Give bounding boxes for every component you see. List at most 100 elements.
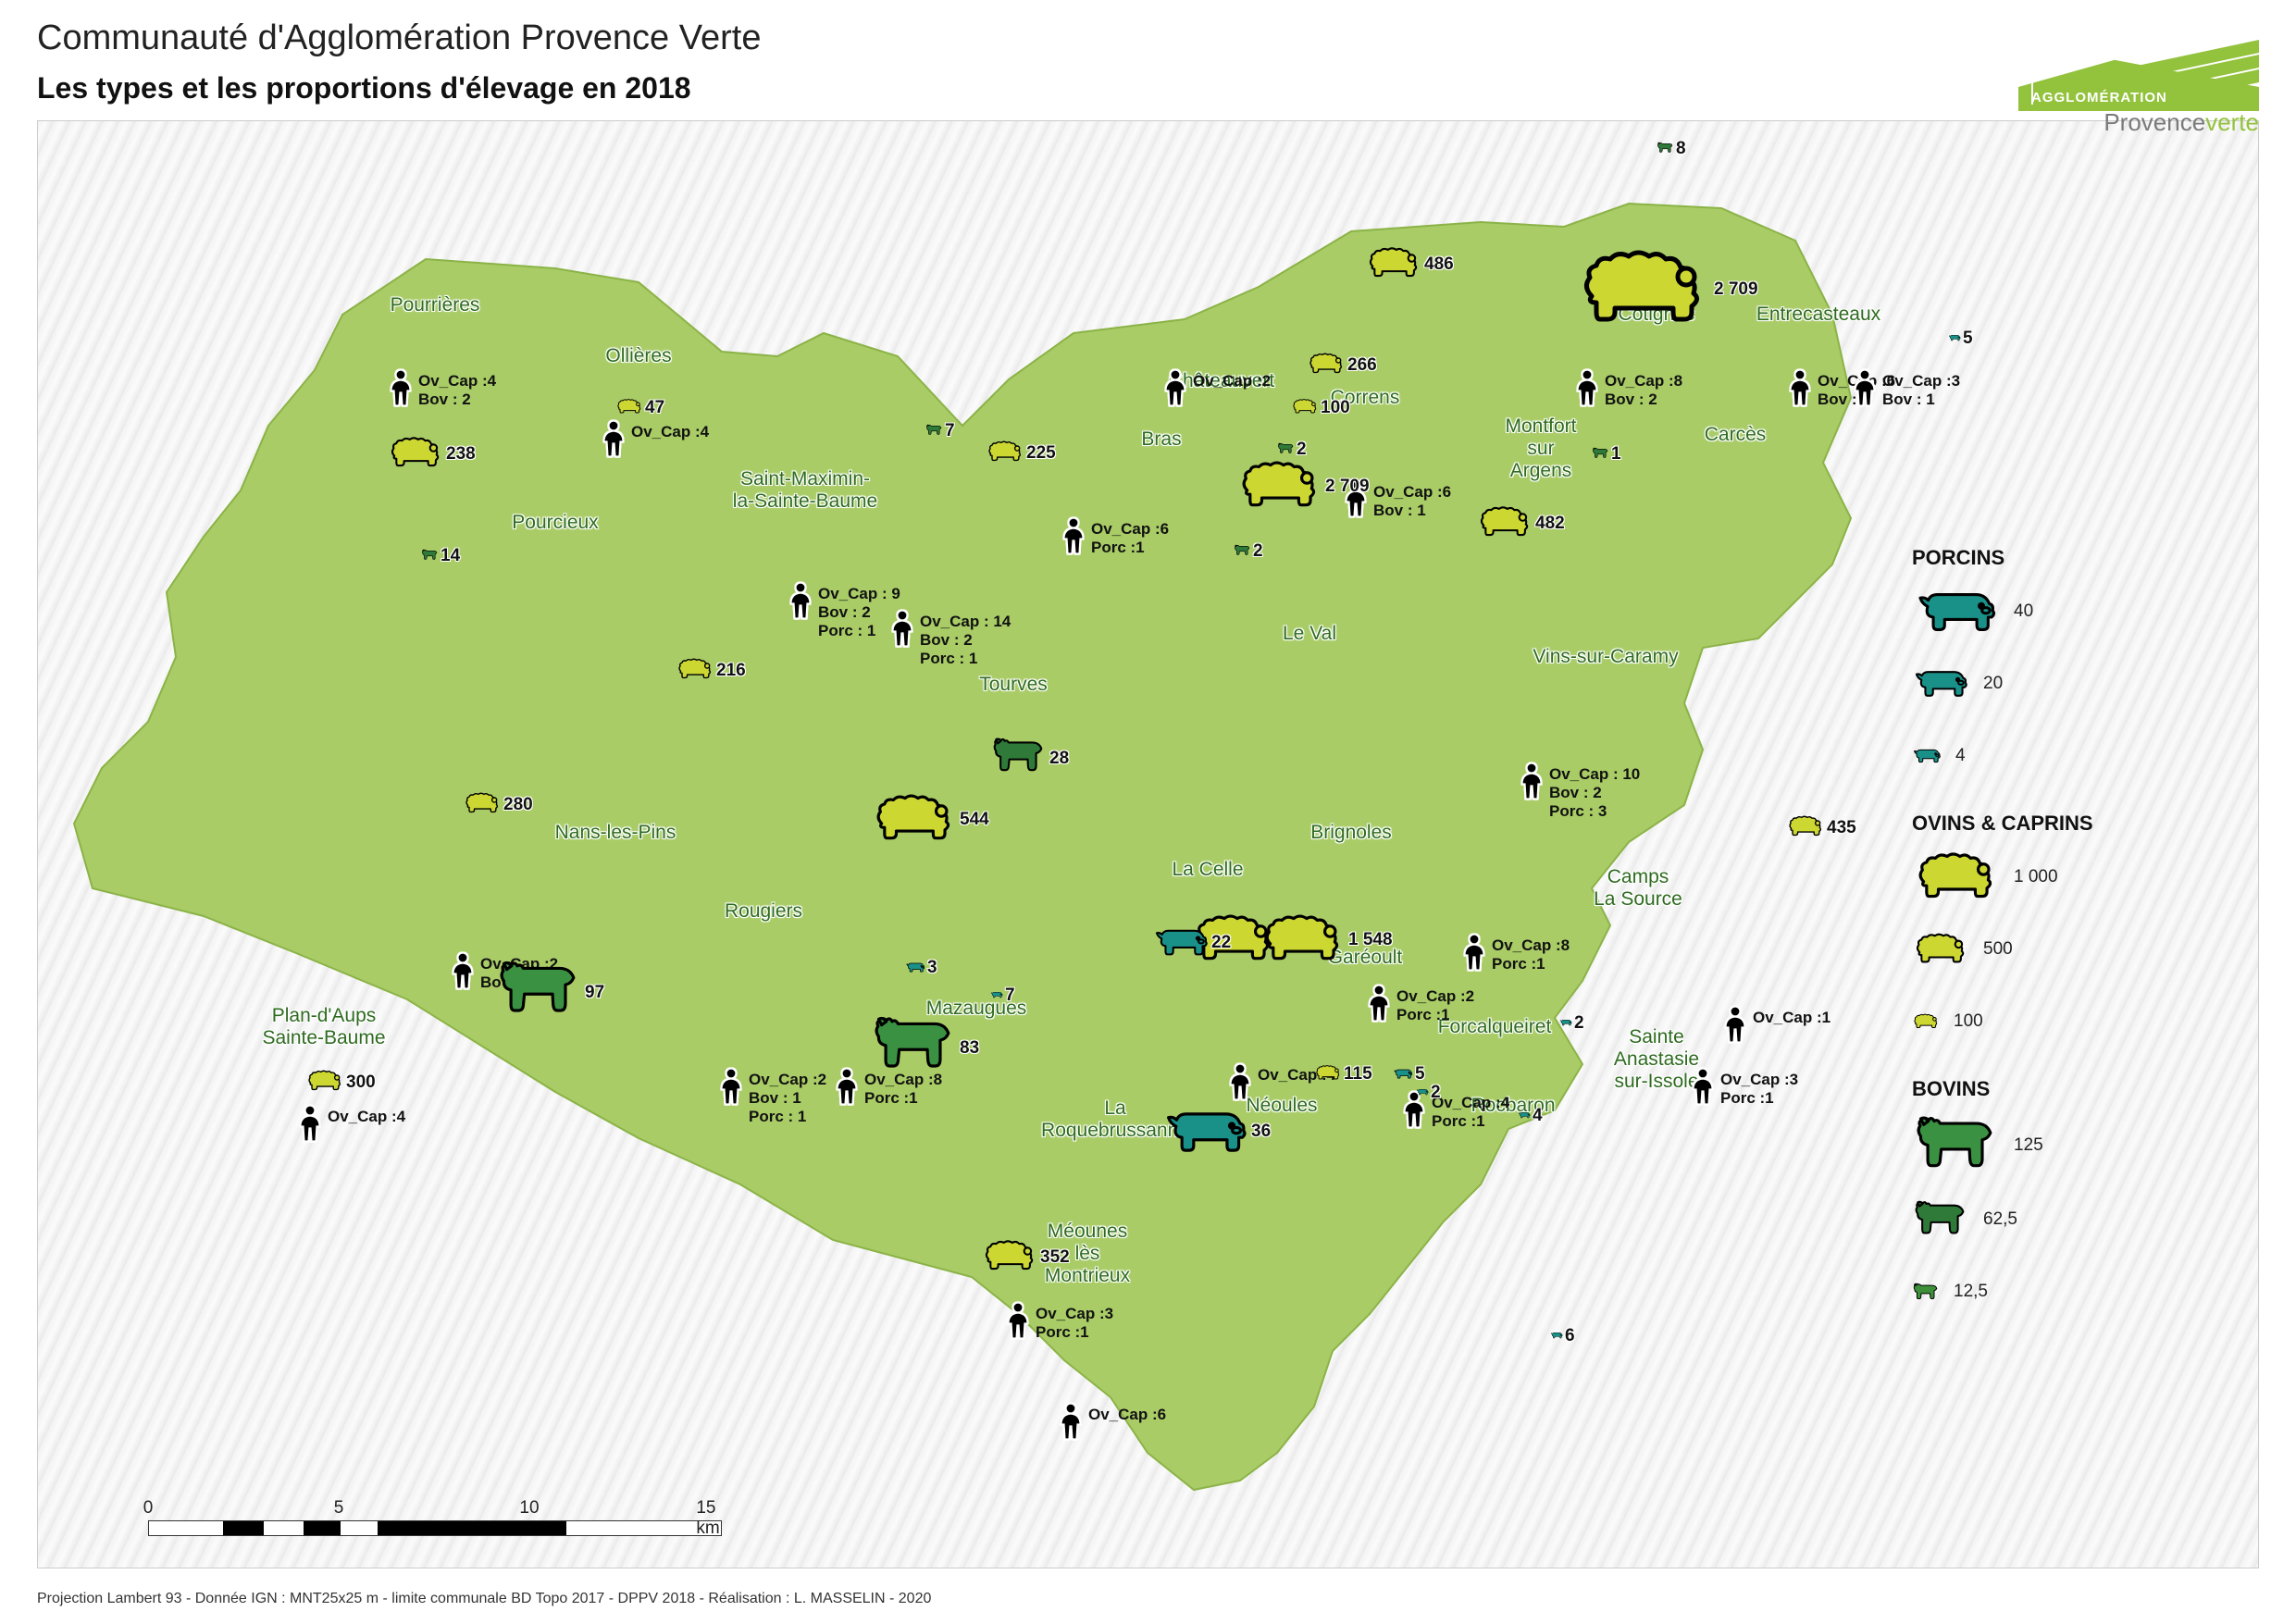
small-pig-dot-marker-3[interactable]: 7 [990, 986, 1015, 1006]
small-pig-dot-marker-4[interactable]: 4 [1518, 1106, 1543, 1126]
legend-row-ovcap-1000: 1 000 [1912, 845, 2245, 910]
map-footer-text: Projection Lambert 93 - Donnée IGN : MNT… [37, 1591, 931, 1607]
sheep-marker-17[interactable]: 352 [981, 1238, 1070, 1277]
sheep-icon-7 [676, 657, 714, 685]
farmer-marker-21[interactable]: Ov_Cap :3 Porc :1 [1689, 1069, 1798, 1108]
commune-name-6: Plan-d'Aups Sainte-Baume [262, 1005, 385, 1049]
farmer-marker-23[interactable]: Ov_Cap :3 Porc :1 [1004, 1303, 1113, 1342]
cow-value-5: 1 [1611, 444, 1621, 465]
cow-icon-legend-large [1912, 1110, 2000, 1180]
commune-name-0: Pourrières [391, 294, 480, 316]
pig-value-2: 5 [1415, 1064, 1425, 1085]
farmer-marker-16[interactable]: Ov_Cap :2 Porc :1 [1365, 986, 1474, 1024]
farmer-marker-12[interactable]: Ov_Cap :4 [296, 1106, 405, 1141]
sheep-marker-14[interactable]: 2 709 [1573, 245, 1758, 333]
sheep-icon-4 [1365, 245, 1422, 284]
sheep-marker-4[interactable]: 486 [1365, 245, 1454, 284]
small-pig-dot-marker-5[interactable]: 6 [1550, 1326, 1575, 1346]
cow-icon-4 [1277, 442, 1295, 457]
farmer-marker-9[interactable]: Ov_Cap : 14 Bov : 2 Porc : 1 [888, 611, 1011, 668]
pig-icon-0 [1152, 925, 1210, 961]
sheep-icon-12 [1786, 814, 1825, 842]
commune-name-26: Sainte Anastasie sur-Issole [1614, 1026, 1699, 1093]
commune-name-10: Bras [1141, 428, 1181, 451]
farmer-marker-18[interactable]: Ov_Cap :1 [1721, 1007, 1831, 1042]
sheep-marker-16[interactable]: 115 [1314, 1064, 1372, 1085]
farmer-icon-18 [1721, 1007, 1749, 1042]
farmer-text-3: Ov_Cap :6 Porc :1 [1091, 518, 1169, 557]
cow-marker-5[interactable]: 1 [1592, 444, 1621, 465]
farmer-marker-13[interactable]: Ov_Cap :2 Bov : 1 Porc : 1 [717, 1069, 826, 1126]
sheep-icon-6 [1476, 504, 1533, 543]
small-pig-dot-icon-4 [1518, 1111, 1531, 1121]
sheep-icon-17 [981, 1238, 1038, 1277]
sheep-marker-1[interactable]: 47 [615, 398, 664, 418]
small-pig-dot-icon-1 [1559, 1019, 1572, 1028]
pig-marker-3[interactable]: 3 [905, 958, 937, 978]
commune-name-21: Brignoles [1310, 822, 1392, 844]
pig-marker-0[interactable]: 22 [1152, 925, 1231, 961]
cow-icon-6 [990, 736, 1048, 782]
sheep-marker-9[interactable]: 300 [305, 1069, 376, 1097]
sheep-value-10: 544 [960, 810, 989, 830]
farmer-text-23: Ov_Cap :3 Porc :1 [1036, 1303, 1113, 1342]
cow-marker-1[interactable]: 7 [925, 421, 955, 441]
sheep-icon-3 [1291, 398, 1319, 418]
farmer-marker-3[interactable]: Ov_Cap :6 Porc :1 [1060, 518, 1169, 557]
farmer-text-0: Ov_Cap :4 Bov : 2 [418, 370, 496, 409]
pig-icon-2 [1393, 1068, 1413, 1081]
sheep-marker-5[interactable]: 266 [1307, 352, 1377, 379]
sheep-marker-11[interactable]: 2 709 [1235, 458, 1370, 515]
cow-marker-8[interactable]: 83 [870, 1013, 979, 1083]
cow-marker-0[interactable]: 14 [421, 546, 460, 566]
sheep-marker-3[interactable]: 100 [1291, 398, 1350, 418]
small-pig-dot-value-5: 6 [1565, 1326, 1575, 1346]
farmer-icon-8 [1851, 370, 1879, 405]
small-pig-dot-marker-0[interactable]: 5 [1948, 329, 1973, 349]
farmer-icon-16 [1365, 986, 1393, 1021]
farmer-text-21: Ov_Cap :3 Porc :1 [1720, 1069, 1798, 1108]
sheep-marker-15[interactable]: 1 548 [1259, 911, 1393, 969]
cow-marker-7[interactable]: 97 [495, 958, 604, 1027]
sheep-icon-15 [1259, 911, 1347, 969]
page-title-line1: Communauté d'Agglomération Provence Vert… [37, 19, 761, 58]
sheep-marker-7[interactable]: 216 [676, 657, 746, 685]
farmer-marker-8[interactable]: Ov_Cap :3 Bov : 1 [1851, 370, 1960, 409]
sheep-marker-6[interactable]: 482 [1476, 504, 1565, 543]
farmer-icon-7 [1786, 370, 1814, 405]
map-legend: PORCINS 40 20 4 OVINS & CAPRINS [1912, 523, 2245, 1332]
sheep-marker-10[interactable]: 544 [870, 791, 989, 849]
pig-marker-1[interactable]: 36 [1161, 1106, 1271, 1157]
small-pig-dot-value-3: 7 [1005, 986, 1015, 1006]
farmer-text-20: Ov_Cap :4 Porc :1 [1432, 1092, 1509, 1131]
legend-row-porc-4: 4 [1912, 724, 2245, 788]
farmer-marker-6[interactable]: Ov_Cap :8 Bov : 2 [1573, 370, 1682, 409]
cow-marker-4[interactable]: 2 [1277, 440, 1307, 460]
cow-value-6: 28 [1049, 749, 1069, 769]
farmer-icon-23 [1004, 1303, 1032, 1338]
sheep-marker-2[interactable]: 225 [986, 440, 1056, 467]
farmer-marker-4[interactable]: Ov_Cap :2 [1161, 370, 1271, 405]
farmer-icon-0 [387, 370, 415, 405]
cow-marker-3[interactable]: 2 [1234, 541, 1263, 562]
farmer-marker-10[interactable]: Ov_Cap : 10 Bov : 2 Porc : 3 [1518, 763, 1640, 821]
cow-marker-2[interactable]: 8 [1657, 139, 1686, 159]
small-pig-dot-marker-1[interactable]: 2 [1559, 1013, 1584, 1034]
farmer-marker-22[interactable]: Ov_Cap :6 [1057, 1404, 1166, 1439]
pig-marker-2[interactable]: 5 [1393, 1064, 1425, 1085]
legend-row-ovcap-500: 500 [1912, 917, 2245, 982]
farmer-text-16: Ov_Cap :2 Porc :1 [1396, 986, 1474, 1024]
legend-title-porcins: PORCINS [1912, 546, 2245, 570]
small-pig-dot-marker-2[interactable]: 2 [1416, 1083, 1441, 1103]
farmer-marker-14[interactable]: Ov_Cap :8 Porc :1 [1460, 935, 1570, 973]
farmer-marker-2[interactable]: Ov_Cap : 9 Bov : 2 Porc : 1 [787, 583, 900, 640]
scale-bar[interactable]: 0 5 10 15 km [148, 1498, 722, 1536]
farmer-icon-12 [296, 1106, 324, 1141]
farmer-icon-4 [1161, 370, 1189, 405]
sheep-marker-8[interactable]: 280 [463, 791, 533, 819]
sheep-marker-0[interactable]: 238 [387, 435, 476, 474]
farmer-marker-1[interactable]: Ov_Cap :4 [600, 421, 709, 456]
farmer-marker-0[interactable]: Ov_Cap :4 Bov : 2 [387, 370, 496, 409]
sheep-marker-12[interactable]: 435 [1786, 814, 1856, 842]
cow-marker-6[interactable]: 28 [990, 736, 1069, 782]
